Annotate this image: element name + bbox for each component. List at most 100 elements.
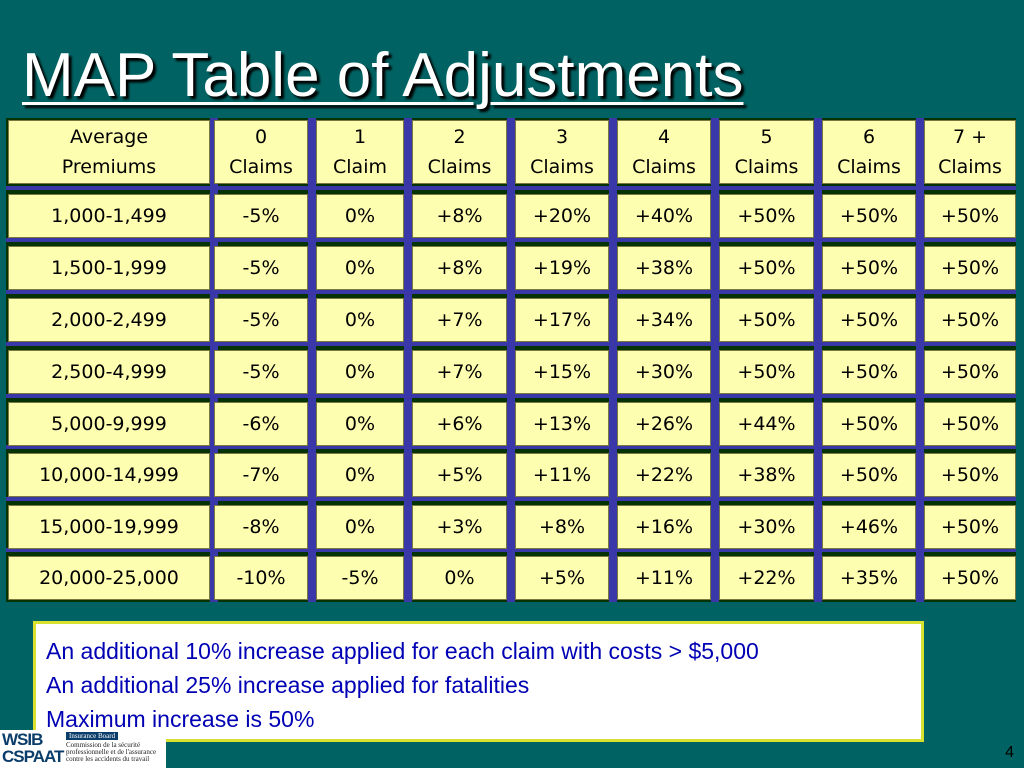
adjustment-cell: +3% (412, 505, 507, 549)
adjustment-cell: 0% (412, 556, 507, 600)
column-header-line: 0 (254, 126, 268, 148)
row-separator (6, 290, 1016, 294)
adjustment-cell: +11% (515, 453, 609, 497)
page-number: 4 (1005, 744, 1014, 761)
adjustment-cell: +22% (617, 453, 711, 497)
adjustment-cell: +50% (924, 453, 1016, 497)
column-header-line: 3 (555, 126, 569, 148)
logo-french-line-2: professionnelle et de l'assurance (66, 748, 157, 756)
column-header-line: Claim (333, 156, 387, 178)
note-line-fatalities: An additional 25% increase applied for f… (46, 672, 530, 698)
column-header-line: Claims (632, 156, 696, 178)
adjustment-cell: +50% (822, 298, 916, 342)
adjustment-cell: +8% (412, 194, 507, 238)
column-header: Average Premiums (8, 120, 210, 184)
column-header-line: Claims (530, 156, 594, 178)
logo-board-label: Insurance Board (66, 732, 119, 740)
column-header-line: Claims (938, 156, 1002, 178)
premium-range-cell: 1,500-1,999 (8, 246, 210, 290)
adjustment-cell: +22% (719, 556, 814, 600)
column-separator (308, 118, 316, 602)
adjustment-cell: -10% (214, 556, 308, 600)
column-header-line: 1 (353, 126, 367, 148)
adjustment-cell: +50% (924, 246, 1016, 290)
premium-range-cell: 10,000-14,999 (8, 453, 210, 497)
premium-range-cell: 2,500-4,999 (8, 350, 210, 394)
note-line-claim-cost: An additional 10% increase applied for e… (46, 638, 759, 664)
adjustment-cell: +34% (617, 298, 711, 342)
adjustment-cell: +17% (515, 298, 609, 342)
adjustment-cell: +50% (924, 298, 1016, 342)
adjustment-cell: -5% (214, 298, 308, 342)
column-header-line: 6 (862, 126, 876, 148)
row-separator (6, 238, 1016, 242)
logo-mark-wsib: WSIB (2, 730, 43, 749)
column-header: 1 Claim (316, 120, 404, 184)
column-header-line: Premiums (61, 156, 157, 178)
premium-range-cell: 5,000-9,999 (8, 402, 210, 446)
adjustment-cell: -5% (316, 556, 404, 600)
adjustment-cell: 0% (316, 350, 404, 394)
adjustment-cell: +50% (924, 402, 1016, 446)
adjustment-cell: +15% (515, 350, 609, 394)
column-header: 4 Claims (617, 120, 711, 184)
row-separator (6, 497, 1016, 501)
adjustment-cell: +50% (719, 350, 814, 394)
column-header-line: 2 (453, 126, 466, 148)
column-header: 3 Claims (515, 120, 609, 184)
adjustment-cell: +40% (617, 194, 711, 238)
adjustment-cell: +50% (822, 194, 916, 238)
adjustment-cell: +50% (822, 246, 916, 290)
adjustment-cell: +50% (924, 350, 1016, 394)
adjustment-cell: -5% (214, 350, 308, 394)
column-header: 6 Claims (822, 120, 916, 184)
logo-mark-cspaat: CSPAAT (2, 747, 64, 766)
logo-french-line-1: Commission de la sécurité (66, 741, 141, 749)
column-separator (711, 118, 719, 602)
slide-title: MAP Table of Adjustments (22, 41, 744, 110)
adjustment-cell: +50% (822, 350, 916, 394)
adjustment-cell: +50% (924, 505, 1016, 549)
adjustment-cell: +6% (412, 402, 507, 446)
adjustment-cell: +35% (822, 556, 916, 600)
adjustment-cell: +20% (515, 194, 609, 238)
row-separator (6, 342, 1016, 346)
adjustment-cell: -6% (214, 402, 308, 446)
premium-range-cell: 2,000-2,499 (8, 298, 210, 342)
adjustment-cell: +30% (617, 350, 711, 394)
column-header: 2 Claims (412, 120, 507, 184)
adjustment-cell: +5% (515, 556, 609, 600)
premium-range-cell: 15,000-19,999 (8, 505, 210, 549)
adjustment-cell: +50% (822, 402, 916, 446)
premium-range-cell: 20,000-25,000 (8, 556, 210, 600)
notes-box: An additional 10% increase applied for e… (33, 621, 924, 742)
adjustment-cell: 0% (316, 505, 404, 549)
adjustment-cell: +7% (412, 298, 507, 342)
column-header-line: 4 (657, 126, 671, 148)
adjustment-cell: 0% (316, 453, 404, 497)
column-separator (916, 118, 924, 602)
column-separator (609, 118, 617, 602)
column-separator (404, 118, 412, 602)
adjustment-cell: +50% (924, 194, 1016, 238)
adjustment-cell: +19% (515, 246, 609, 290)
row-separator (6, 548, 1016, 552)
column-header-line: Claims (229, 156, 293, 178)
adjustment-cell: -5% (214, 194, 308, 238)
adjustment-cell: -8% (214, 505, 308, 549)
premium-range-cell: 1,000-1,499 (8, 194, 210, 238)
column-header-line: Claims (734, 156, 799, 178)
column-header: 5 Claims (719, 120, 814, 184)
adjustment-cell: 0% (316, 402, 404, 446)
adjustment-cell: +46% (822, 505, 916, 549)
adjustment-cell: 0% (316, 298, 404, 342)
note-line-maximum: Maximum increase is 50% (46, 706, 315, 732)
row-separator (6, 445, 1016, 449)
adjustment-cell: +38% (617, 246, 711, 290)
adjustment-cell: +8% (412, 246, 507, 290)
column-header-line: 5 (760, 126, 773, 148)
adjustment-cell: +30% (719, 505, 814, 549)
adjustment-cell: +50% (719, 246, 814, 290)
column-header: 0 Claims (214, 120, 308, 184)
adjustment-cell: +7% (412, 350, 507, 394)
